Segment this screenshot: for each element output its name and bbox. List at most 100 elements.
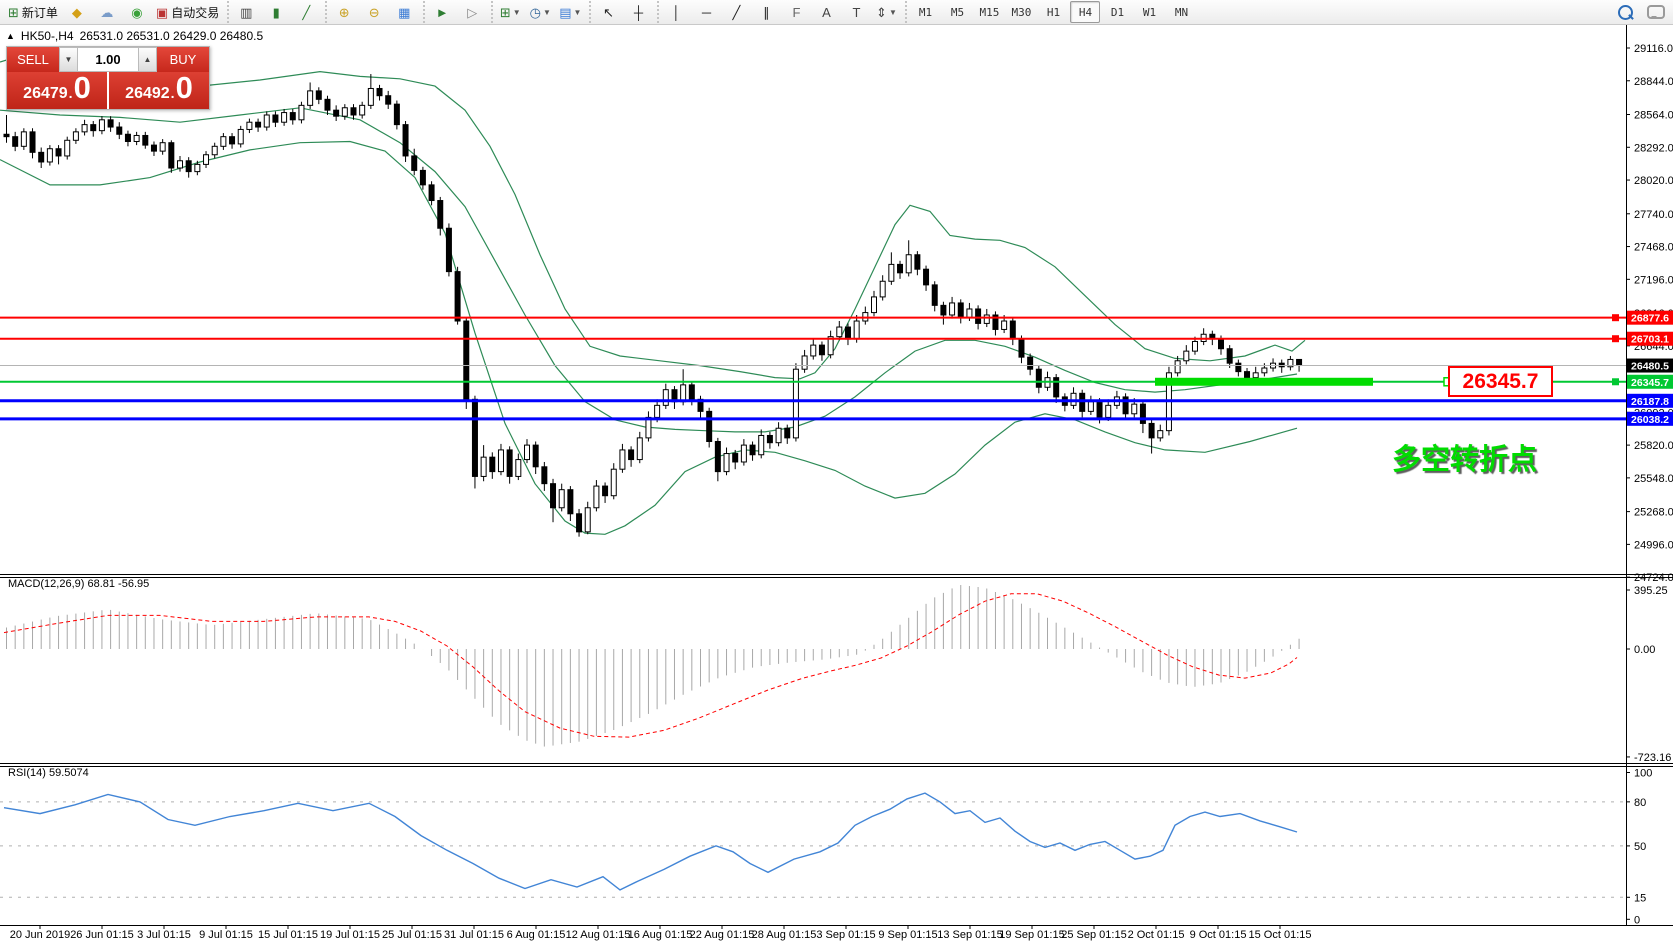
collapse-panel-icon[interactable]: ▲ (6, 31, 15, 41)
sell-price-dot: . (68, 85, 73, 101)
rsi-tick: 0 (1634, 914, 1640, 926)
fibonacci-button[interactable]: F (782, 1, 810, 23)
indicators-button-dropdown-icon[interactable]: ▼ (512, 7, 521, 17)
chat-icon[interactable] (1647, 5, 1665, 19)
arrows-icon: ⇕ (876, 4, 887, 20)
volume-input[interactable]: 1.00 (78, 47, 138, 72)
timeframe-m1[interactable]: M1 (918, 5, 933, 19)
macd-signal-line (3, 593, 1298, 738)
toolbar-group: ⊞ ▼ ◷ ▼ ▤ ▼ (491, 1, 587, 23)
text-label-button[interactable]: T (842, 1, 870, 23)
new-order-button[interactable]: ⊞ 新订单 (5, 1, 61, 23)
sell-price-big-digit: 0 (73, 70, 91, 105)
candle (810, 344, 817, 357)
volume-increase-button[interactable]: ▲ (138, 47, 157, 72)
signals-icon[interactable]: ◉ (123, 1, 151, 23)
crosshair-button[interactable]: ┼ (624, 1, 652, 23)
chart-shift-icon: ▷ (467, 4, 478, 20)
candle (506, 449, 513, 477)
volume-decrease-button[interactable]: ▼ (59, 47, 78, 72)
time-tick: 19 Sep 01:15 (999, 929, 1064, 941)
templates-button[interactable]: ▤ ▼ (556, 1, 584, 23)
search-icon[interactable] (1618, 4, 1633, 20)
price-tick: 28292.0 (1634, 142, 1673, 154)
arrows-button[interactable]: ⇕ ▼ (872, 1, 900, 23)
timeframe-h4[interactable]: H4 (1070, 1, 1101, 23)
buy-button[interactable]: BUY (157, 47, 209, 72)
axis-price-chip: 26480.5 (1631, 361, 1669, 373)
candle (38, 151, 45, 163)
candlestick-button[interactable]: ▮ (262, 1, 290, 23)
time-tick: 22 Aug 01:15 (690, 929, 755, 941)
candle (168, 142, 175, 169)
cursor-icon: ↖ (603, 4, 614, 20)
candle (1087, 401, 1094, 412)
candle (931, 284, 938, 306)
toolbar-group: ↖ ┼ (589, 1, 655, 23)
timeframe-d1[interactable]: D1 (1110, 5, 1125, 19)
sell-button[interactable]: SELL (7, 47, 59, 72)
arrows-button-dropdown-icon[interactable]: ▼ (888, 7, 897, 17)
candle (142, 134, 149, 146)
timeframe-w1[interactable]: W1 (1142, 5, 1157, 19)
autotrading-icon: ▣ (155, 4, 169, 20)
candle (72, 131, 79, 141)
periods-button[interactable]: ◷ ▼ (526, 1, 554, 23)
candle (714, 440, 721, 473)
candle (680, 384, 687, 403)
tile-windows-button[interactable]: ▦ (390, 1, 418, 23)
candle (133, 134, 140, 142)
periods-button-dropdown-icon[interactable]: ▼ (542, 7, 551, 17)
equidistant-channel-button[interactable]: ∥ (752, 1, 780, 23)
zoom-out-button[interactable]: ⊖ (360, 1, 388, 23)
main-toolbar: ⊞ 新订单 ◆ ☁ ◉ ▣ 自动交易 ▥ ▮ ╱ ⊕ ⊖ ▦ ► ▷ ⊞ ▼ ◷ ▼ ▤ ▼ ↖ ┼ │ ─ ╱ ∥ F A T ⇕ ▼ M1 M… (0, 0, 1673, 25)
candle (818, 344, 825, 356)
price-tick: 28564.0 (1634, 110, 1673, 122)
cursor-button[interactable]: ↖ (594, 1, 622, 23)
candle (576, 513, 583, 533)
time-tick: 31 Jul 01:15 (444, 929, 504, 941)
templates-button-dropdown-icon[interactable]: ▼ (573, 7, 582, 17)
bar-chart-button[interactable]: ▥ (232, 1, 260, 23)
vertical-line-icon: │ (672, 4, 681, 20)
candle (524, 444, 530, 461)
axis-price-chip: 26345.7 (1631, 377, 1669, 389)
autotrading-button[interactable]: ▣ 自动交易 (153, 1, 222, 23)
candle (871, 296, 877, 314)
zoom-in-button[interactable]: ⊕ (330, 1, 358, 23)
indicators-button[interactable]: ⊞ ▼ (496, 1, 524, 23)
pivot-highlight-segment[interactable] (1155, 377, 1373, 386)
trendline-button[interactable]: ╱ (722, 1, 750, 23)
buy-price[interactable]: 26492. 0 (109, 72, 209, 109)
candle (402, 124, 409, 157)
candle (12, 136, 19, 147)
candle (1096, 401, 1103, 418)
line-chart-button[interactable]: ╱ (292, 1, 320, 23)
timeframe-m30[interactable]: M30 (1011, 5, 1032, 19)
axis-price-chip: 26703.1 (1631, 334, 1669, 346)
timeframe-m15[interactable]: M15 (979, 5, 1000, 19)
timeframe-mn[interactable]: MN (1174, 5, 1189, 19)
rsi-tick: 80 (1634, 797, 1646, 809)
horizontal-line-button[interactable]: ─ (692, 1, 720, 23)
community-icon[interactable]: ☁ (93, 1, 121, 23)
price-tick: 28844.0 (1634, 76, 1673, 88)
candlestick-icon: ▮ (272, 4, 280, 20)
chart-shift-button[interactable]: ▷ (458, 1, 486, 23)
candle (1244, 371, 1251, 379)
vertical-line-button[interactable]: │ (662, 1, 690, 23)
sell-price[interactable]: 26479. 0 (7, 72, 107, 109)
candle (619, 449, 626, 470)
turning-point-note[interactable]: 多空转折点 (1392, 444, 1538, 476)
timeframe-h1[interactable]: H1 (1046, 5, 1061, 19)
price-callout-text[interactable]: 26345.7 (1448, 366, 1553, 397)
chart-profile-icon[interactable]: ◆ (63, 1, 91, 23)
auto-scroll-button[interactable]: ► (428, 1, 456, 23)
timeframe-m5[interactable]: M5 (950, 5, 965, 19)
text-button[interactable]: A (812, 1, 840, 23)
candle (385, 95, 392, 105)
candle (836, 326, 843, 338)
symbol-period-label: HK50-,H4 (20, 29, 74, 43)
